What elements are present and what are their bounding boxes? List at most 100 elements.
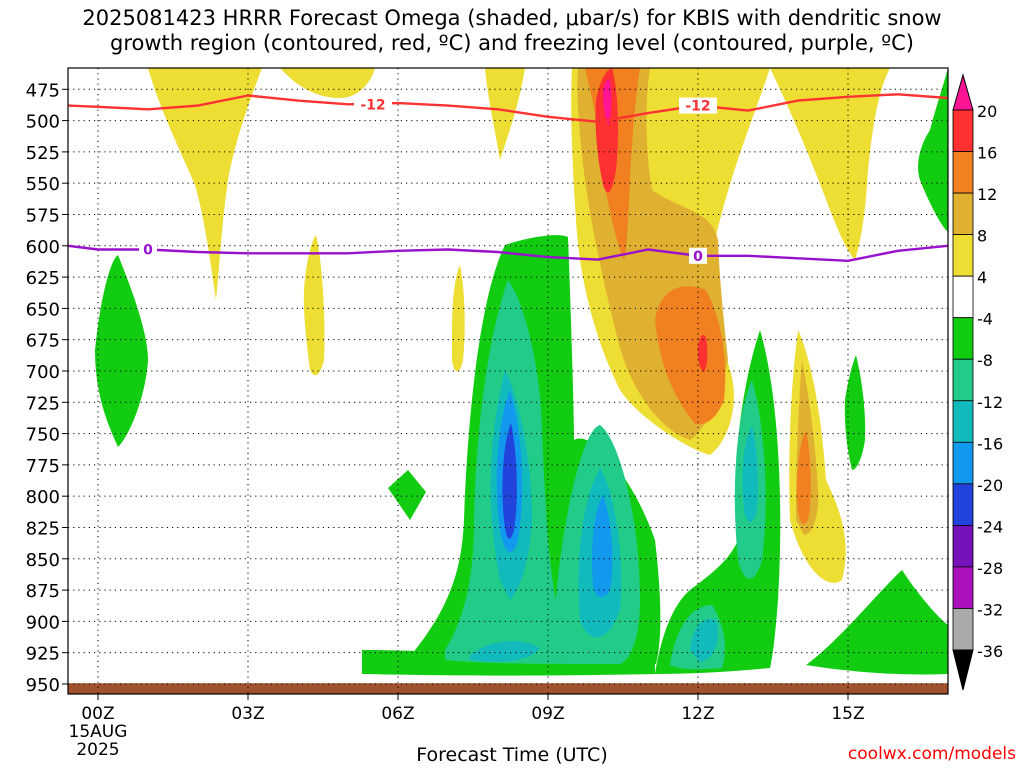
y-tick-label: 950 [26, 675, 60, 696]
colorbar-label: 20 [977, 102, 997, 121]
chart-title-line-2: growth region (contoured, red, ºC) and f… [110, 31, 914, 55]
y-tick-label: 525 [26, 143, 60, 164]
omega-contour-fill [148, 68, 262, 300]
colorbar-label: 4 [977, 268, 987, 287]
contour-label: -12 [360, 97, 385, 113]
colorbar-label: -28 [977, 559, 1003, 578]
colorbar-label: 16 [977, 144, 997, 163]
x-tick-label: 09Z [531, 704, 564, 724]
colorbar-swatch [952, 441, 974, 485]
contour-label-background [354, 96, 392, 113]
omega-contour-fill [742, 425, 759, 522]
omega-contour-fill [470, 640, 540, 662]
colorbar-label: -4 [977, 310, 993, 329]
y-tick-label: 750 [26, 425, 60, 446]
colorbar-label: -12 [977, 393, 1003, 412]
omega-contour-fill [595, 68, 619, 193]
y-tick-label: 650 [26, 299, 60, 320]
colorbar-swatch [952, 275, 974, 319]
colorbar-swatch [952, 358, 974, 402]
colorbar-swatch [952, 400, 974, 443]
omega-contour-fill [388, 470, 426, 520]
omega-contour-fill [806, 570, 948, 675]
omega-contour-fill [655, 286, 726, 425]
colorbar-swatch [952, 234, 974, 277]
omega-contour-fill [603, 79, 612, 125]
colorbar-swatch [952, 109, 974, 152]
x-tick-label: 06Z [381, 704, 414, 724]
colorbar-label: -20 [977, 476, 1003, 495]
temperature-contours: -12 -12 0 0 [68, 93, 948, 265]
x-tick-label: 00Z [81, 704, 114, 724]
colorbar: 20 16 12 8 4 -4 -8 -12 -16 -20 -24 -28 -32 -36 [952, 73, 1003, 691]
omega-contour-fill [502, 423, 517, 539]
omega-contour-fill [485, 68, 525, 160]
contour-label: -12 [685, 99, 710, 115]
credit-link[interactable]: coolwx.com/models [847, 744, 1016, 764]
omega-contour-fill [918, 68, 948, 232]
omega-contour-fill [280, 68, 375, 98]
colorbar-label: -8 [977, 351, 993, 370]
y-tick-label: 850 [26, 550, 60, 571]
colorbar-swatch [952, 151, 974, 194]
terrain-fill [68, 683, 948, 694]
omega-contour-fill [770, 68, 890, 260]
colorbar-bottom-arrow [952, 649, 974, 691]
y-tick-label: 825 [26, 518, 60, 539]
y-tick-label: 675 [26, 331, 60, 352]
contour-label: 0 [143, 243, 153, 259]
colorbar-label: -24 [977, 517, 1003, 536]
colorbar-swatch [952, 608, 974, 651]
y-tick-label: 875 [26, 581, 60, 602]
omega-shading [95, 68, 948, 676]
colorbar-swatch [952, 192, 974, 236]
omega-contour-fill [796, 430, 811, 524]
x-axis-label: Forecast Time (UTC) [416, 744, 608, 766]
colorbar-label: -16 [977, 434, 1003, 453]
omega-contour-fill [452, 265, 465, 372]
y-tick-label: 500 [26, 112, 60, 133]
omega-contour-fill [844, 355, 866, 470]
colorbar-label: -32 [977, 600, 1003, 619]
x-tick-year-label: 2025 [76, 740, 119, 760]
y-tick-label: 700 [26, 362, 60, 383]
dendritic-growth-line [68, 93, 948, 123]
y-tick-label: 800 [26, 487, 60, 508]
x-tick-date-label: 15AUG [69, 722, 128, 742]
y-tick-label: 925 [26, 644, 60, 665]
contour-label-background [689, 247, 707, 264]
colorbar-label: 8 [977, 227, 987, 246]
colorbar-top-arrow [952, 73, 974, 111]
y-tick-label: 550 [26, 174, 60, 195]
y-tick-label: 725 [26, 393, 60, 414]
colorbar-label: -36 [977, 642, 1003, 661]
x-tick-label: 12Z [681, 704, 714, 724]
contour-label-background [139, 241, 157, 258]
contour-label-background [679, 97, 717, 114]
freezing-level-line [68, 244, 948, 262]
omega-contour-fill [592, 495, 613, 597]
y-tick-label: 625 [26, 268, 60, 289]
chart-title-line-1: 2025081423 HRRR Forecast Omega (shaded, … [82, 6, 942, 30]
y-tick-label: 775 [26, 456, 60, 477]
colorbar-swatch [952, 566, 974, 609]
colorbar-label: 12 [977, 185, 997, 204]
colorbar-swatch [952, 483, 974, 526]
colorbar-swatch [952, 524, 974, 568]
colorbar-swatch [952, 317, 974, 360]
y-tick-label: 475 [26, 80, 60, 101]
x-tick-label: 03Z [231, 704, 264, 724]
omega-contour-fill [95, 255, 148, 447]
y-tick-label: 900 [26, 612, 60, 633]
omega-contour-fill [697, 334, 708, 372]
plot-frame [67, 67, 949, 695]
terrain-surface [68, 683, 948, 694]
y-tick-label: 600 [26, 237, 60, 258]
grid-lines [68, 68, 948, 694]
omega-contour-fill [690, 618, 719, 662]
x-tick-label: 15Z [831, 704, 864, 724]
omega-contour-fill [303, 235, 325, 376]
y-tick-label: 575 [26, 205, 60, 226]
